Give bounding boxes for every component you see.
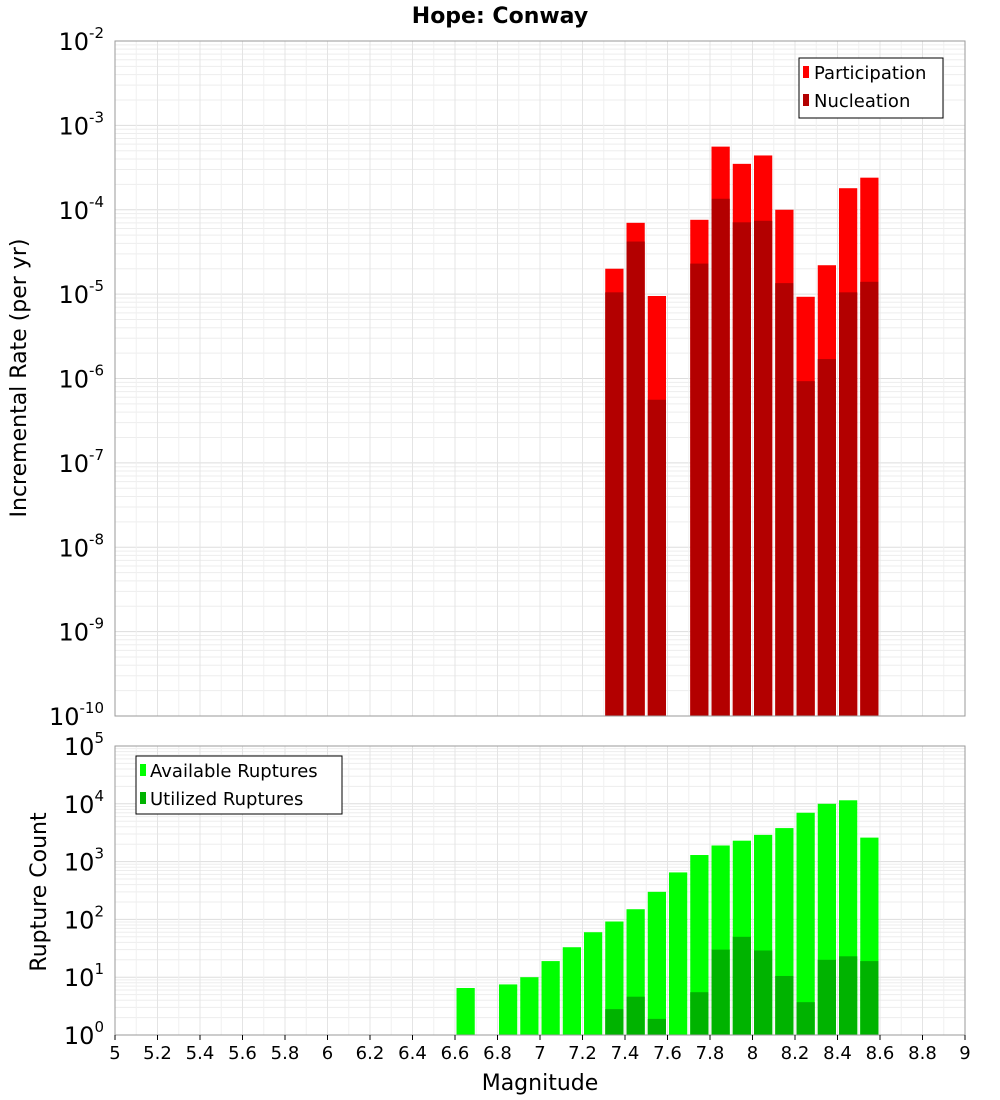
y-tick-label: 105 (64, 729, 104, 761)
legend-utilized: Utilized Ruptures (150, 789, 303, 810)
nucleation-swatch (803, 94, 809, 106)
bottom-y-ticks: 100 101 102 103 104 105 (64, 729, 104, 1050)
nucleation-bar (711, 198, 730, 717)
nucleation-bar (817, 359, 836, 716)
nucleation-bar (690, 263, 709, 716)
y-tick-label: 10-5 (58, 277, 104, 309)
available-ruptures-bar (796, 812, 815, 1035)
y-tick-label: 10-2 (58, 24, 104, 56)
y-tick-label: 104 (64, 787, 104, 819)
y-tick-label: 101 (64, 960, 104, 992)
y-tick-label: 10-6 (58, 362, 104, 394)
bottom-legend-box (135, 755, 343, 815)
utilized-swatch (140, 792, 146, 804)
available-ruptures-bar (541, 961, 560, 1035)
utilized-ruptures-bar (860, 961, 879, 1035)
utilized-ruptures-bar (754, 950, 773, 1035)
top-legend-box (798, 57, 944, 119)
y-tick-label: 10-4 (58, 193, 104, 225)
available-ruptures-bar (605, 921, 624, 1035)
available-ruptures-bar (584, 932, 603, 1035)
utilized-ruptures-bar (839, 956, 858, 1035)
y-tick-label: 10-3 (58, 108, 104, 140)
legend-nucleation: Nucleation (814, 91, 910, 112)
x-tick-label: 6 (322, 1043, 333, 1064)
available-ruptures-bar (562, 947, 581, 1035)
x-tick-label: 5.8 (271, 1043, 300, 1064)
y-tick-label: 10-8 (58, 530, 104, 562)
top-y-axis-label: Incremental Rate (per yr) (7, 239, 32, 518)
bottom-y-axis-label: Rupture Count (27, 812, 52, 972)
legend-participation: Participation (814, 63, 926, 84)
utilized-ruptures-bar (605, 1009, 624, 1035)
utilized-ruptures-bar (796, 1002, 815, 1035)
available-ruptures-bar (499, 984, 518, 1035)
nucleation-bar (732, 222, 751, 716)
y-tick-label: 100 (64, 1018, 104, 1050)
utilized-ruptures-bar (647, 1018, 666, 1035)
x-tick-label: 7.4 (611, 1043, 640, 1064)
available-ruptures-bar (647, 891, 666, 1035)
x-tick-label: 8.4 (823, 1043, 852, 1064)
x-tick-label: 6.4 (398, 1043, 427, 1064)
utilized-ruptures-bar (690, 992, 709, 1035)
x-tick-label: 6.8 (483, 1043, 512, 1064)
available-swatch (140, 764, 146, 776)
x-tick-label: 6.6 (441, 1043, 470, 1064)
nucleation-bar (647, 399, 666, 716)
y-tick-label: 103 (64, 845, 104, 877)
x-tick-label: 5.6 (228, 1043, 257, 1064)
y-tick-label: 10-7 (58, 446, 104, 478)
x-axis-label: Magnitude (482, 1071, 599, 1096)
y-tick-label: 102 (64, 902, 104, 934)
utilized-ruptures-bar (626, 996, 645, 1035)
top-bars (605, 146, 879, 717)
bottom-legend: Available Ruptures Utilized Ruptures (135, 755, 343, 815)
nucleation-bar (860, 281, 879, 716)
y-tick-label: 10-10 (49, 699, 104, 731)
x-tick-label: 5.2 (143, 1043, 172, 1064)
top-plot-frame (114, 40, 966, 717)
utilized-ruptures-bar (775, 975, 794, 1035)
available-ruptures-bar (669, 872, 688, 1035)
x-tick-label: 7.8 (696, 1043, 725, 1064)
nucleation-bar (775, 283, 794, 716)
utilized-ruptures-bar (732, 936, 751, 1035)
bottom-bars (456, 800, 879, 1035)
legend-available: Available Ruptures (150, 761, 318, 782)
participation-swatch (803, 66, 809, 78)
x-tick-label: 8 (747, 1043, 758, 1064)
nucleation-bar (605, 292, 624, 716)
bottom-panel: 100 101 102 103 104 105 5 5.2 5.4 5.6 5.8 6 6.2 6.4 6… (27, 729, 971, 1096)
nucleation-bar (754, 220, 773, 716)
nucleation-bar (796, 381, 815, 716)
utilized-ruptures-bar (817, 959, 836, 1035)
utilized-ruptures-bar (711, 949, 730, 1035)
available-ruptures-bar (690, 855, 709, 1035)
top-panel: 10-10 10-9 10-8 10-7 10-6 10-5 10-4 10-3 10-2 In… (7, 24, 966, 731)
x-tick-label: 7 (534, 1043, 545, 1064)
x-tick-label: 8.2 (781, 1043, 810, 1064)
x-tick-label: 7.6 (653, 1043, 682, 1064)
nucleation-bar (839, 292, 858, 716)
x-tick-label: 7.2 (568, 1043, 597, 1064)
x-ticks: 5 5.2 5.4 5.6 5.8 6 6.2 6.4 6.6 6.8 7 7.2 7.4 7.6 7.8 8… (109, 1035, 971, 1064)
x-tick-label: 5.4 (186, 1043, 215, 1064)
x-tick-label: 6.2 (356, 1043, 385, 1064)
x-tick-label: 8.8 (908, 1043, 937, 1064)
x-tick-label: 9 (959, 1043, 970, 1064)
y-tick-label: 10-9 (58, 615, 104, 647)
top-legend: Participation Nucleation (798, 57, 944, 119)
nucleation-bar (626, 241, 645, 717)
x-tick-label: 5 (109, 1043, 120, 1064)
top-grid (114, 41, 966, 717)
available-ruptures-bar (456, 988, 475, 1035)
available-ruptures-bar (520, 977, 539, 1035)
x-tick-label: 8.6 (866, 1043, 895, 1064)
top-y-ticks: 10-10 10-9 10-8 10-7 10-6 10-5 10-4 10-3 10-2 (49, 24, 104, 731)
chart-title: Hope: Conway (412, 4, 588, 29)
